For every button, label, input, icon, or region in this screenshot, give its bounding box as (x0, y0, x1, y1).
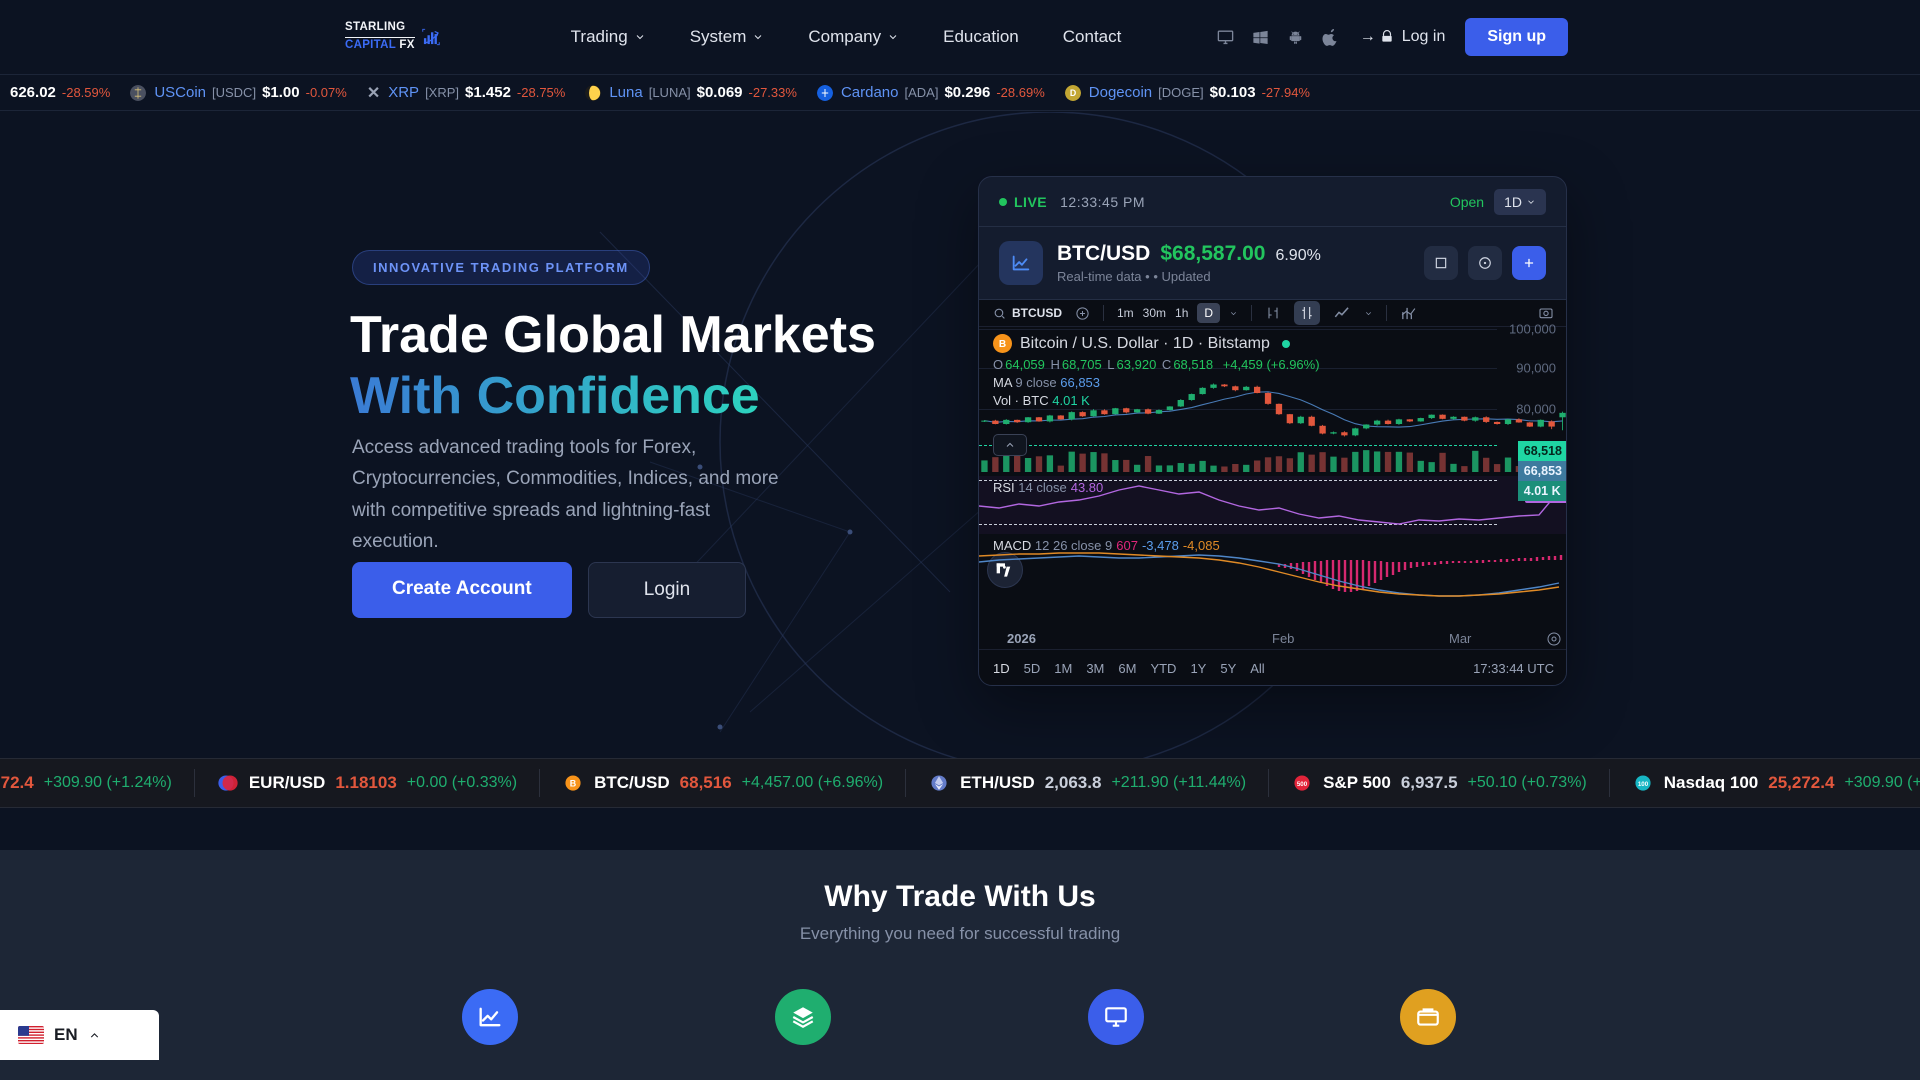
svg-text:500: 500 (1297, 781, 1308, 788)
svg-text:100: 100 (1638, 781, 1649, 788)
svg-text:D: D (1070, 88, 1076, 98)
svg-text:B: B (570, 778, 577, 788)
